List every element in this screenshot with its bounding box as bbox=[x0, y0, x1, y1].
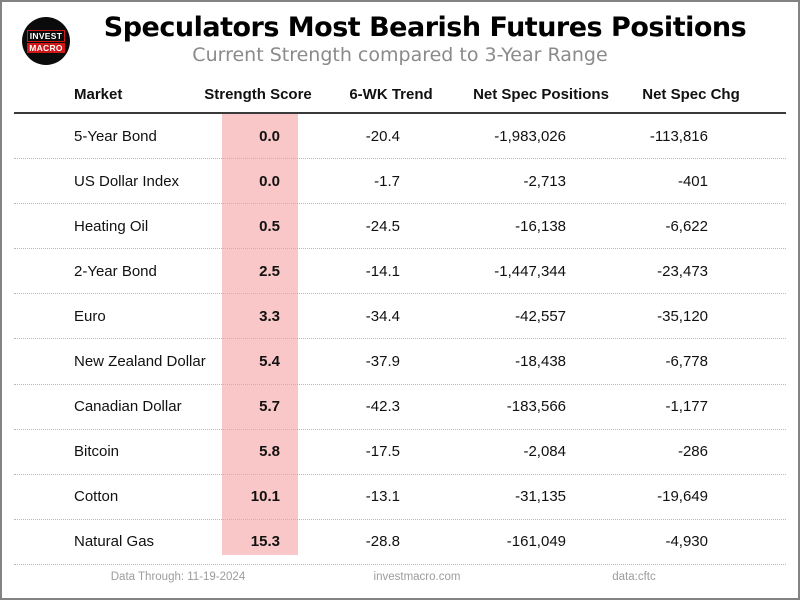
page-title: Speculators Most Bearish Futures Positio… bbox=[103, 12, 747, 43]
logo-text-invest: INVEST bbox=[26, 29, 66, 42]
cell-market: Natural Gas bbox=[74, 533, 155, 551]
cell-net-spec-chg: -1,177 bbox=[665, 398, 708, 416]
cell-6wk-trend: -37.9 bbox=[365, 353, 400, 371]
investmacro-logo-icon: INVEST MACRO bbox=[22, 17, 70, 65]
cell-net-spec-chg: -23,473 bbox=[657, 262, 708, 280]
cell-market: Bitcoin bbox=[74, 443, 120, 461]
cell-net-spec-chg: -401 bbox=[677, 172, 708, 190]
table-row: 5-Year Bond 0.0 -20.4 -1,983,026 -113,81… bbox=[14, 114, 786, 160]
table-row: Cotton 10.1 -13.1 -31,135 -19,649 bbox=[14, 475, 786, 520]
column-header-net-spec-positions: Net Spec Positions bbox=[473, 86, 609, 103]
cell-net-spec-positions: -16,138 bbox=[515, 217, 566, 235]
cell-strength-score: 10.1 bbox=[250, 488, 280, 506]
cell-net-spec-positions: -42,557 bbox=[515, 307, 566, 325]
table-row: Bitcoin 5.8 -17.5 -2,084 -286 bbox=[14, 430, 786, 475]
cell-net-spec-chg: -286 bbox=[677, 443, 708, 461]
cell-6wk-trend: -17.5 bbox=[365, 443, 400, 461]
footer-data-source: data:cftc bbox=[612, 571, 656, 583]
table-body: 5-Year Bond 0.0 -20.4 -1,983,026 -113,81… bbox=[14, 114, 786, 565]
cell-strength-score: 3.3 bbox=[259, 307, 280, 325]
cell-market: 2-Year Bond bbox=[74, 262, 157, 280]
cell-market: Euro bbox=[74, 307, 106, 325]
cell-strength-score: 0.0 bbox=[259, 127, 280, 145]
table-row: 2-Year Bond 2.5 -14.1 -1,447,344 -23,473 bbox=[14, 249, 786, 295]
cell-strength-score: 5.8 bbox=[259, 443, 280, 461]
cell-net-spec-chg: -6,778 bbox=[665, 353, 708, 371]
cell-6wk-trend: -13.1 bbox=[365, 488, 400, 506]
column-header-net-spec-chg: Net Spec Chg bbox=[642, 86, 740, 103]
cell-strength-score: 0.0 bbox=[259, 172, 280, 190]
cell-net-spec-positions: -31,135 bbox=[515, 488, 566, 506]
cell-6wk-trend: -34.4 bbox=[365, 307, 400, 325]
cell-strength-score: 2.5 bbox=[259, 262, 280, 280]
cell-net-spec-chg: -113,816 bbox=[649, 127, 708, 145]
cell-strength-score: 5.7 bbox=[259, 398, 280, 416]
cell-strength-score: 0.5 bbox=[259, 217, 280, 235]
page-subtitle: Current Strength compared to 3-Year Rang… bbox=[192, 44, 608, 66]
column-header-market: Market bbox=[74, 86, 123, 103]
cell-net-spec-chg: -6,622 bbox=[665, 217, 708, 235]
cell-market: 5-Year Bond bbox=[74, 127, 157, 145]
cell-market: Cotton bbox=[74, 488, 119, 506]
cell-net-spec-positions: -1,983,026 bbox=[494, 127, 566, 145]
cell-6wk-trend: -14.1 bbox=[365, 262, 400, 280]
column-header-strength-score: Strength Score bbox=[204, 86, 312, 103]
cell-market: New Zealand Dollar bbox=[74, 353, 206, 371]
header-divider bbox=[14, 112, 786, 114]
cell-net-spec-positions: -183,566 bbox=[506, 398, 566, 416]
cell-net-spec-positions: -2,713 bbox=[523, 172, 566, 190]
cell-6wk-trend: -42.3 bbox=[365, 398, 400, 416]
cell-net-spec-positions: -1,447,344 bbox=[494, 262, 566, 280]
cell-market: US Dollar Index bbox=[74, 172, 180, 190]
table-row: New Zealand Dollar 5.4 -37.9 -18,438 -6,… bbox=[14, 339, 786, 385]
cell-market: Heating Oil bbox=[74, 217, 149, 235]
column-header-6wk-trend: 6-WK Trend bbox=[349, 86, 433, 103]
cell-strength-score: 15.3 bbox=[250, 533, 280, 551]
cell-net-spec-positions: -18,438 bbox=[515, 353, 566, 371]
table-header-row: Market Strength Score 6-WK Trend Net Spe… bbox=[2, 86, 798, 106]
cell-net-spec-chg: -35,120 bbox=[657, 307, 708, 325]
logo-text-macro: MACRO bbox=[27, 42, 65, 53]
table-row: Euro 3.3 -34.4 -42,557 -35,120 bbox=[14, 294, 786, 340]
table-row: Canadian Dollar 5.7 -42.3 -183,566 -1,17… bbox=[14, 385, 786, 430]
cell-6wk-trend: -28.8 bbox=[365, 533, 400, 551]
footer-website: investmacro.com bbox=[373, 571, 461, 583]
table-row: Heating Oil 0.5 -24.5 -16,138 -6,622 bbox=[14, 204, 786, 250]
table-row: US Dollar Index 0.0 -1.7 -2,713 -401 bbox=[14, 159, 786, 205]
cell-market: Canadian Dollar bbox=[74, 398, 182, 416]
footer-data-through: Data Through: 11-19-2024 bbox=[110, 571, 246, 583]
cell-6wk-trend: -1.7 bbox=[374, 172, 400, 190]
cell-6wk-trend: -20.4 bbox=[365, 127, 400, 145]
cell-net-spec-positions: -2,084 bbox=[523, 443, 566, 461]
cell-6wk-trend: -24.5 bbox=[365, 217, 400, 235]
cell-strength-score: 5.4 bbox=[259, 353, 280, 371]
cell-net-spec-chg: -4,930 bbox=[665, 533, 708, 551]
cell-net-spec-chg: -19,649 bbox=[657, 488, 708, 506]
strength-score-highlight-stripe bbox=[222, 114, 298, 555]
table-row: Natural Gas 15.3 -28.8 -161,049 -4,930 bbox=[14, 520, 786, 565]
footer: Data Through: 11-19-2024 investmacro.com… bbox=[2, 571, 798, 589]
cell-net-spec-positions: -161,049 bbox=[506, 533, 566, 551]
